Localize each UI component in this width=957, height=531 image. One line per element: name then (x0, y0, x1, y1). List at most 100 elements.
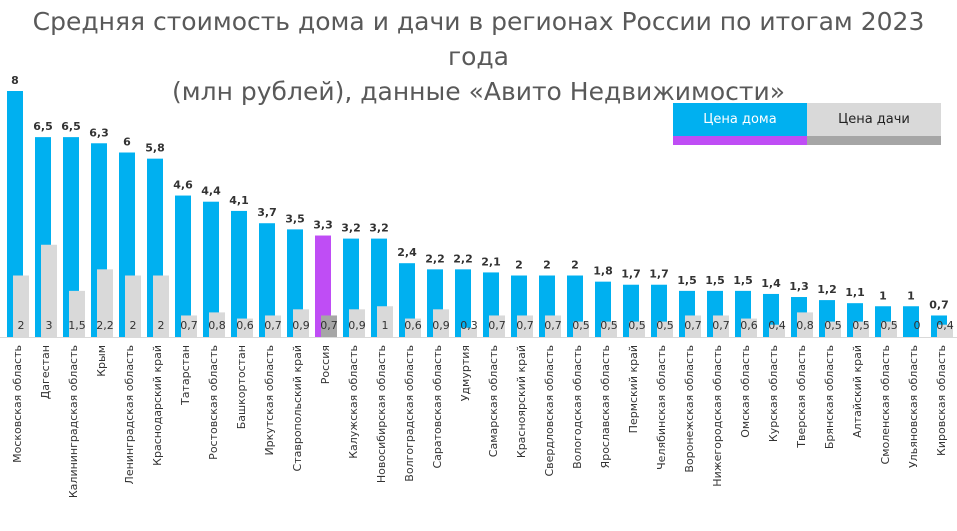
category-label: Ленинградская область (123, 345, 136, 484)
bar-dacha (713, 315, 729, 337)
data-label-house: 1,2 (817, 283, 837, 296)
data-label-house: 3,2 (369, 222, 389, 235)
data-label-dacha: 0,6 (236, 319, 254, 332)
data-label-dacha: 0,9 (348, 319, 366, 332)
legend-item-dacha: Цена дачи (807, 103, 941, 145)
data-label-house: 1,1 (845, 286, 865, 299)
category-label: Смоленская область (879, 345, 892, 464)
bar-dacha (769, 324, 785, 337)
bar-dacha (321, 315, 337, 337)
category-label: Крым (95, 345, 108, 377)
data-label-dacha: 2 (18, 319, 25, 332)
bar-dacha (489, 315, 505, 337)
data-label-dacha: 0,5 (852, 319, 870, 332)
data-label-dacha: 2,2 (96, 319, 114, 332)
category-label: Кировская область (935, 345, 948, 456)
data-label-dacha: 0,7 (320, 319, 338, 332)
category-label: Россия (319, 345, 332, 384)
category-label: Ульяновская область (907, 345, 920, 468)
bar-house (259, 223, 275, 337)
bar-dacha (657, 321, 673, 337)
category-label: Курская область (767, 345, 780, 442)
category-label: Омская область (739, 345, 752, 438)
data-label-house: 0,7 (929, 298, 949, 311)
category-label: Удмуртия (459, 345, 472, 401)
bar-dacha (517, 315, 533, 337)
data-label-house: 1 (879, 289, 887, 302)
bar-dacha (825, 321, 841, 337)
data-label-house: 6,5 (33, 120, 53, 133)
data-label-dacha: 0,9 (432, 319, 450, 332)
bar-dacha (97, 269, 113, 337)
data-label-dacha: 2 (158, 319, 165, 332)
bar-house (231, 210, 247, 337)
data-label-dacha: 2 (130, 319, 137, 332)
data-label-dacha: 0,7 (264, 319, 282, 332)
data-label-house: 3,5 (285, 212, 305, 225)
data-label-dacha: 0,3 (460, 319, 478, 332)
bar-dacha (881, 321, 897, 337)
bar-dacha (461, 327, 477, 337)
data-label-house: 4,4 (201, 185, 221, 198)
category-label: Красноярский край (515, 345, 528, 458)
data-label-dacha: 1 (382, 319, 389, 332)
chart-title: Средняя стоимость дома и дачи в регионах… (0, 4, 957, 109)
data-label-house: 2,4 (397, 246, 417, 259)
legend-label-dacha: Цена дачи (807, 103, 941, 136)
data-label-dacha: 0,9 (292, 319, 310, 332)
data-label-dacha: 0,5 (628, 319, 646, 332)
legend-swatch-house-highlight (673, 136, 807, 145)
bar-dacha (293, 309, 309, 337)
chart-title-line-1: Средняя стоимость дома и дачи в регионах… (32, 7, 925, 71)
legend-swatch-dacha-highlight (807, 136, 941, 145)
bar-dacha (237, 318, 253, 337)
category-label: Ставропольский край (291, 345, 304, 471)
data-label-dacha: 0,8 (208, 319, 226, 332)
category-label: Саратовская область (431, 345, 444, 469)
bar-dacha (13, 275, 29, 337)
data-label-house: 6,5 (61, 120, 81, 133)
legend-item-house: Цена дома (673, 103, 807, 145)
bar-dacha (685, 315, 701, 337)
data-label-dacha: 0,5 (656, 319, 674, 332)
data-label-house: 3,3 (313, 219, 333, 232)
category-label: Дагестан (39, 345, 52, 399)
category-label: Свердловская область (543, 345, 556, 477)
legend: Цена дома Цена дачи (673, 103, 941, 145)
bar-dacha (125, 275, 141, 337)
data-label-dacha: 1,5 (68, 319, 86, 332)
data-label-house: 1,7 (621, 268, 641, 281)
data-label-dacha: 0,7 (180, 319, 198, 332)
data-label-house: 3,7 (257, 206, 277, 219)
bar-house (63, 137, 79, 337)
data-label-dacha: 0,7 (712, 319, 730, 332)
bar-dacha (405, 318, 421, 337)
data-label-house: 2,1 (481, 255, 501, 268)
category-label: Волгоградская область (403, 345, 416, 482)
bar-house (315, 235, 331, 337)
category-label: Пермский край (627, 345, 640, 433)
bar-dacha (741, 318, 757, 337)
category-label: Башкортостан (235, 345, 248, 429)
bar-dacha (349, 309, 365, 337)
legend-label-house: Цена дома (673, 103, 807, 136)
data-label-house: 1,4 (761, 277, 781, 290)
data-label-house: 1,5 (733, 274, 753, 287)
data-label-dacha: 0,8 (796, 319, 814, 332)
category-label: Ярославская область (599, 345, 612, 468)
category-label: Ростовская область (207, 345, 220, 460)
data-label-house: 2 (571, 259, 579, 272)
bar-dacha (377, 306, 393, 337)
data-label-house: 4,1 (229, 194, 249, 207)
data-label-house: 8 (11, 74, 19, 87)
bar-dacha (629, 321, 645, 337)
data-label-dacha: 0,5 (824, 319, 842, 332)
data-label-house: 2,2 (425, 252, 445, 265)
data-label-dacha: 0,7 (684, 319, 702, 332)
data-label-house: 4,6 (173, 179, 193, 192)
category-label: Иркутская область (263, 345, 276, 456)
bar-dacha (153, 275, 169, 337)
data-label-dacha: 0 (914, 319, 921, 332)
category-label: Нижегородская область (711, 345, 724, 487)
